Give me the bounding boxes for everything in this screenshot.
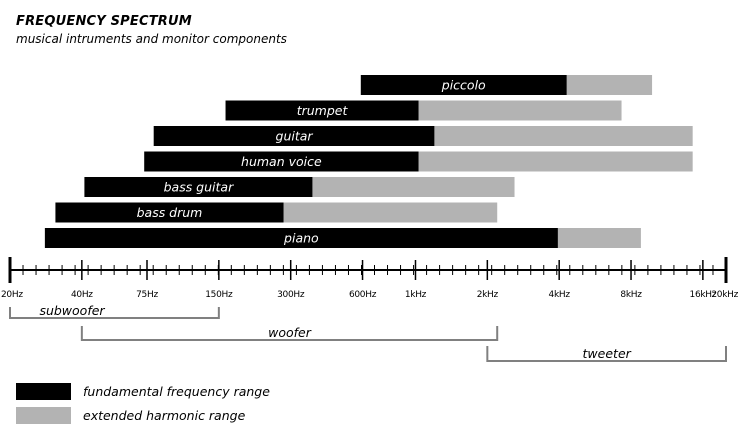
x-tick-label: 1kHz [405,290,427,300]
bracket-woofer [80,326,499,341]
x-tick-label: 600Hz [349,290,377,300]
bar-harmonic-trumpet [418,100,622,121]
chart-title: FREQUENCY SPECTRUM [16,14,192,29]
bar-fundamental-piano [44,228,558,248]
x-tick-label: 20Hz [1,290,23,300]
bar-label-piano: piano [283,231,319,246]
bar-harmonic-guitar [434,126,693,146]
bar-harmonic-piccolo [566,75,653,95]
bracket-tweeter [486,346,727,362]
bracket-subwoofer [9,307,220,319]
bar-label-human-voice: human voice [241,154,322,169]
x-tick-label: 20kHz [711,290,738,300]
x-tick-label: 150Hz [205,290,233,300]
legend-harmonic: extended harmonic range [16,407,245,424]
x-tick-label: 4kHz [549,290,571,300]
legend-harmonic-label: extended harmonic range [83,408,246,423]
x-tick-label: 16kHz [690,290,717,300]
bar-label-bass-guitar: bass guitar [164,180,234,195]
bar-harmonic-piano [557,228,641,248]
x-tick-label: 75Hz [136,290,158,300]
bar-fundamental-guitar [153,126,435,146]
x-tick-label: 2kHz [477,290,499,300]
bar-fundamental-human-voice [144,151,419,172]
legend-fundamental-swatch [16,383,71,400]
bar-fundamental-trumpet [225,100,419,121]
legend-harmonic-swatch [16,407,71,424]
bar-label-guitar: guitar [276,129,314,144]
bar-harmonic-bass-drum [283,202,498,223]
bar-harmonic-human-voice [418,151,693,172]
bar-fundamental-piccolo [360,75,567,95]
bar-fundamental-bass-drum [55,202,284,223]
chart-subtitle: musical intruments and monitor component… [16,32,287,46]
bracket-label-tweeter: tweeter [583,346,632,361]
x-tick-label: 8kHz [620,290,642,300]
bar-harmonic-bass-guitar [312,177,515,197]
legend-fundamental-label: fundamental frequency range [83,384,270,399]
x-tick-label: 40Hz [71,290,93,300]
bar-label-bass-drum: bass drum [137,205,203,220]
legend-fundamental: fundamental frequency range [16,383,270,400]
bar-label-piccolo: piccolo [441,78,486,93]
bracket-label-woofer: woofer [268,325,312,340]
bracket-label-subwoofer: subwoofer [39,303,105,318]
bar-label-trumpet: trumpet [297,103,349,118]
x-tick-label: 300Hz [277,290,305,300]
bar-fundamental-bass-guitar [84,177,313,197]
